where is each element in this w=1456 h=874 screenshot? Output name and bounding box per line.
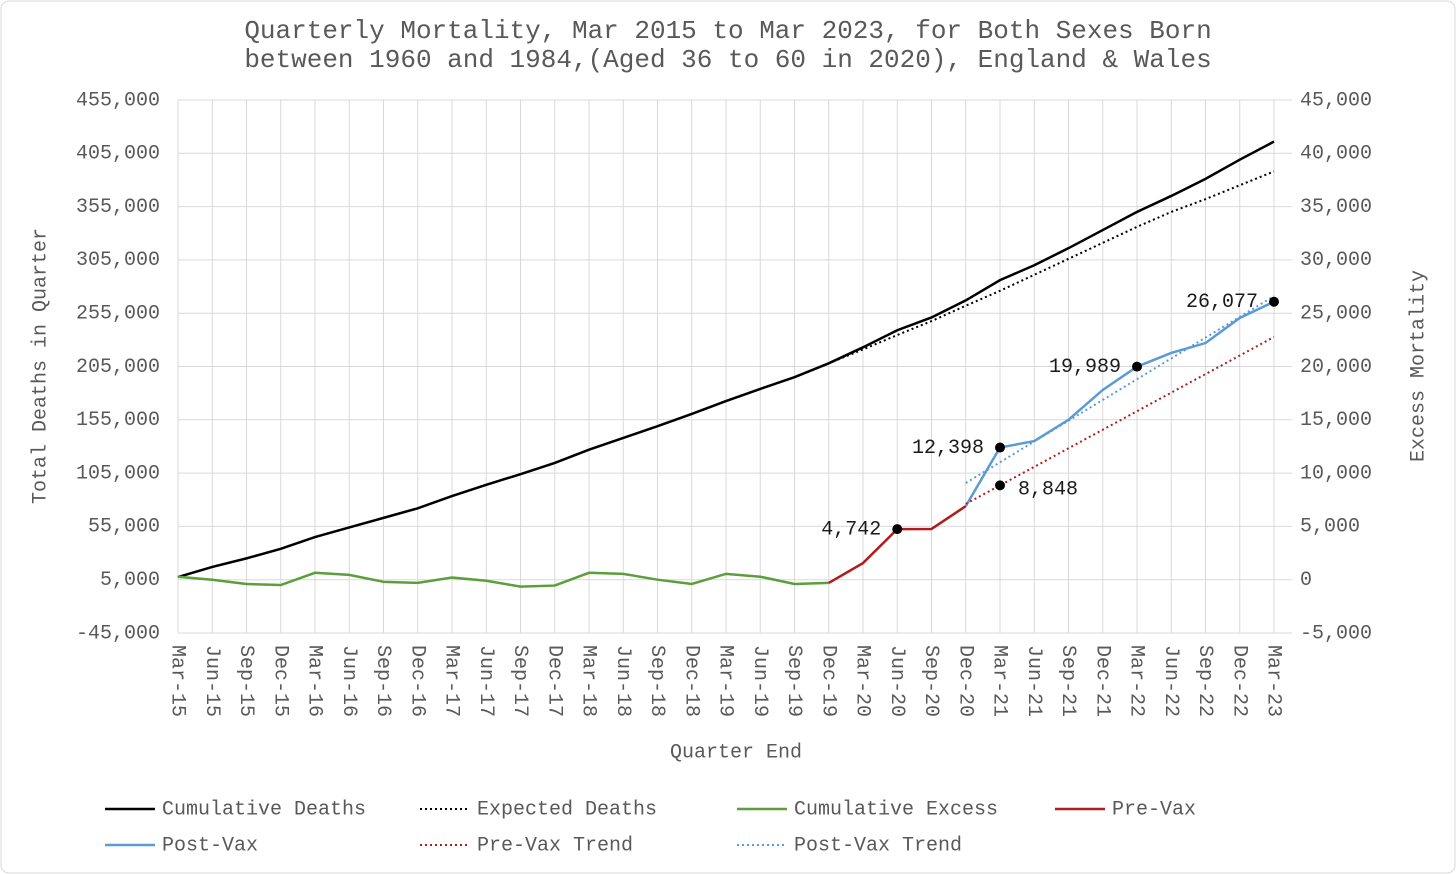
y-axis-label: Total Deaths in Quarter — [29, 228, 52, 504]
data-point — [892, 524, 903, 535]
x-tick-label: Mar-22 — [1125, 645, 1148, 717]
chart-title: between 1960 and 1984,(Aged 36 to 60 in … — [244, 45, 1211, 75]
x-tick-label: Sep-21 — [1056, 645, 1079, 717]
x-tick-label: Sep-19 — [782, 645, 805, 717]
x-axis-label: Quarter End — [670, 741, 802, 764]
x-tick-label: Jun-18 — [611, 645, 634, 717]
x-tick-label: Jun-21 — [1022, 645, 1045, 717]
x-tick-label: Jun-15 — [200, 645, 223, 717]
legend-label: Post-Vax Trend — [794, 834, 962, 857]
x-tick-label: Dec-18 — [679, 645, 702, 717]
x-tick-label: Dec-20 — [953, 645, 976, 717]
y-tick-label: 55,000 — [88, 516, 160, 539]
y2-tick-label: 15,000 — [1300, 409, 1372, 432]
y2-tick-label: 35,000 — [1300, 196, 1372, 219]
x-tick-label: Mar-17 — [440, 645, 463, 717]
series-line — [964, 300, 1275, 507]
x-tick-label: Sep-15 — [234, 645, 257, 717]
y2-axis-label: Excess Mortality — [1407, 270, 1430, 462]
y-tick-label: -45,000 — [76, 622, 160, 645]
data-label: 8,848 — [1018, 479, 1078, 502]
data-point — [1132, 361, 1142, 372]
x-tick-label: Mar-20 — [851, 645, 874, 717]
series-line — [177, 571, 829, 588]
y2-tick-label: 0 — [1300, 569, 1312, 592]
series-line — [965, 336, 1275, 505]
x-tick-label: Jun-19 — [748, 645, 771, 717]
y-tick-label: 305,000 — [76, 249, 160, 272]
x-tick-label: Sep-17 — [508, 645, 531, 717]
y-tick-label: 455,000 — [76, 89, 160, 112]
y-tick-label: 255,000 — [76, 302, 160, 325]
data-point — [995, 442, 1005, 453]
chart-title: Quarterly Mortality, Mar 2015 to Mar 202… — [244, 16, 1211, 46]
series-line — [177, 170, 1275, 578]
x-tick-label: Sep-22 — [1193, 645, 1216, 717]
x-tick-label: Jun-20 — [885, 645, 908, 717]
y2-tick-label: 30,000 — [1300, 249, 1372, 272]
series-line — [965, 295, 1275, 484]
x-tick-label: Dec-16 — [405, 645, 428, 717]
legend-label: Pre-Vax Trend — [477, 834, 633, 857]
data-label: 26,077 — [1186, 291, 1258, 314]
x-tick-label: Dec-21 — [1090, 645, 1113, 717]
legend-label: Expected Deaths — [477, 798, 657, 821]
x-tick-label: Sep-20 — [919, 645, 942, 717]
x-tick-label: Mar-18 — [577, 645, 600, 717]
x-tick-label: Jun-22 — [1159, 645, 1182, 717]
y-tick-label: 355,000 — [76, 196, 160, 219]
data-point — [995, 480, 1005, 491]
y-tick-label: 155,000 — [76, 409, 160, 432]
x-tick-label: Dec-17 — [542, 645, 565, 717]
x-tick-label: Mar-21 — [988, 645, 1011, 717]
y-tick-label: 105,000 — [76, 462, 160, 485]
y2-tick-label: 10,000 — [1300, 462, 1372, 485]
y-tick-label: 405,000 — [76, 143, 160, 166]
x-tick-label: Dec-22 — [1227, 645, 1250, 717]
data-label: 4,742 — [821, 518, 881, 541]
y2-tick-label: -5,000 — [1300, 622, 1372, 645]
data-label: 19,989 — [1049, 356, 1121, 379]
x-tick-label: Dec-19 — [816, 645, 839, 717]
y2-tick-label: 40,000 — [1300, 143, 1372, 166]
x-tick-label: Jun-17 — [474, 645, 497, 717]
y2-tick-label: 20,000 — [1300, 356, 1372, 379]
x-tick-label: Sep-18 — [645, 645, 668, 717]
y-tick-label: 5,000 — [100, 569, 160, 592]
legend-label: Pre-Vax — [1112, 798, 1196, 821]
data-point — [1269, 296, 1279, 307]
x-tick-label: Mar-19 — [714, 645, 737, 717]
y2-tick-label: 45,000 — [1300, 89, 1372, 112]
y-tick-label: 205,000 — [76, 356, 160, 379]
x-tick-label: Mar-23 — [1262, 645, 1285, 717]
y2-tick-label: 5,000 — [1300, 516, 1360, 539]
legend-label: Cumulative Excess — [794, 798, 998, 821]
legend-label: Post-Vax — [162, 834, 258, 857]
y2-tick-label: 25,000 — [1300, 302, 1372, 325]
x-tick-label: Mar-15 — [166, 645, 189, 717]
x-tick-label: Jun-16 — [337, 645, 360, 717]
legend-label: Cumulative Deaths — [162, 798, 366, 821]
x-tick-label: Mar-16 — [303, 645, 326, 717]
x-tick-label: Dec-15 — [268, 645, 291, 717]
data-label: 12,398 — [912, 437, 984, 460]
x-tick-label: Sep-16 — [371, 645, 394, 717]
